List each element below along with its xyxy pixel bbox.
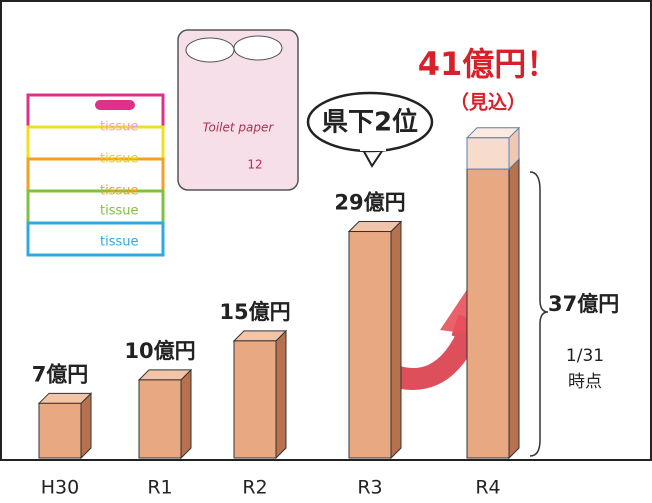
as-of: 時点 [568,372,602,392]
bar [349,232,391,458]
toilet-paper-illustration: Toilet paper 12 [178,30,298,190]
chart: tissue tissue tissue tissue tissue Toile… [0,0,652,503]
x-tick-label: R3 [357,477,382,499]
roll-count: 12 [247,158,262,172]
rank-text: 県下2位 [322,107,418,138]
forecast-label: 41億円！ [418,45,559,83]
tissue-illustration: tissue tissue tissue tissue tissue [28,95,163,255]
x-tick-label: H30 [41,477,79,499]
tissue-label: tissue [100,204,139,219]
x-tick-label: R4 [475,477,500,499]
as-of: 1/31 [566,346,604,366]
value-label: 7億円 [32,362,89,386]
forecast-bar-top [467,128,519,138]
bar-top [234,331,286,341]
value-label: 29億円 [334,191,405,215]
x-tick-label: R2 [242,477,267,499]
bar [139,380,181,458]
page: {"chart_data": {"type": "bar3d", "catego… [0,0,652,503]
tissue-label: tissue [100,235,139,250]
bar [39,403,81,458]
bar-top [349,222,401,232]
bar-side [509,159,519,458]
bar-side [276,331,286,458]
bar-side [181,370,191,458]
tissue-label: tissue [100,152,139,167]
tissue-label: tissue [100,184,139,199]
forecast-note: （見込） [450,90,526,113]
forecast-bar [467,138,509,169]
bar [467,169,509,458]
as-of-value: 37億円 [548,292,619,316]
x-tick-label: R1 [147,477,172,499]
bar [234,341,276,458]
bar-top [139,370,191,380]
value-label: 15億円 [219,300,290,324]
tissue-label: tissue [100,120,139,135]
bar-top [39,393,91,403]
bar-side [81,393,91,458]
bar-side [391,222,401,458]
value-label: 10億円 [124,339,195,363]
toilet-paper-label: Toilet paper [203,121,275,135]
